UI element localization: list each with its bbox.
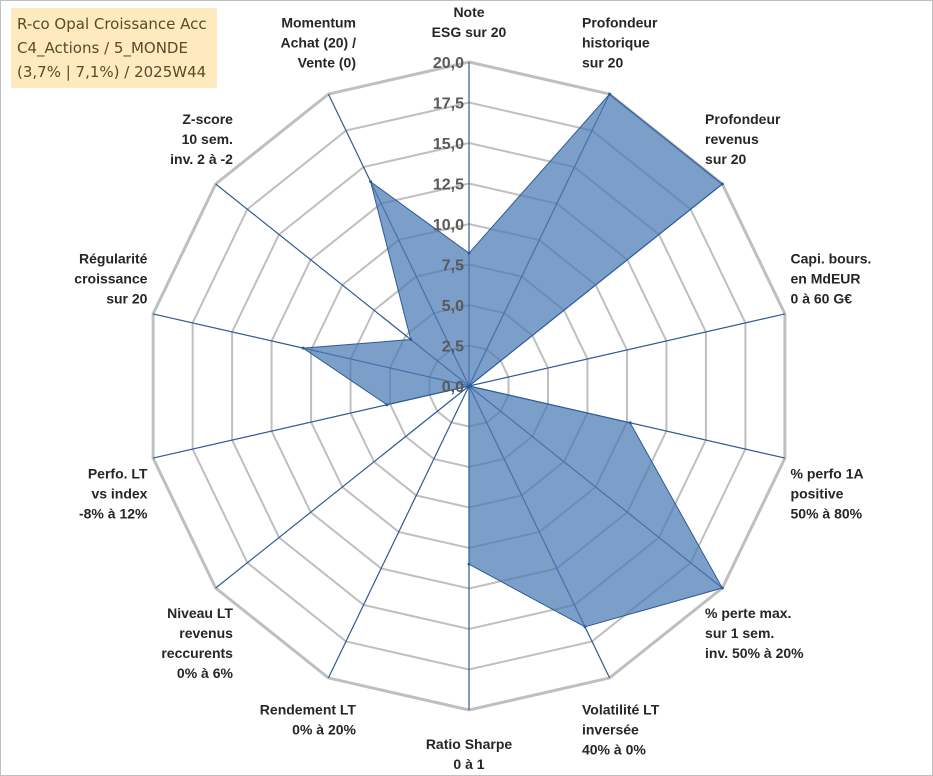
tick-label-8: 20,0 — [433, 55, 464, 72]
data-point-9 — [467, 384, 471, 388]
axis-label-8: Rendement LT 0% à 20% — [260, 702, 357, 738]
axis-label-7-line-0: Ratio Sharpe — [426, 736, 513, 752]
axis-label-6: Volatilité LT inversée 40% à 0% — [582, 702, 660, 758]
data-point-5 — [720, 586, 724, 590]
data-point-6 — [583, 625, 587, 629]
data-point-0 — [467, 251, 471, 255]
axis-label-9-line-0: Niveau LT — [167, 605, 233, 621]
axis-label-0-line-1: ESG sur 20 — [432, 24, 507, 40]
axis-spoke-9 — [215, 385, 470, 589]
axis-label-1-line-0: Profondeur — [582, 14, 658, 30]
axis-label-1-line-1: historique — [582, 34, 650, 50]
axis-label-6-line-2: 40% à 0% — [582, 742, 646, 758]
axis-label-1: Profondeur historique sur 20 — [582, 14, 658, 70]
data-point-7 — [467, 562, 471, 566]
axis-label-8-line-1: 0% à 20% — [292, 722, 356, 738]
axis-label-4-line-2: 50% à 80% — [791, 505, 863, 521]
axis-label-3-line-2: 0 à 60 G€ — [791, 291, 853, 307]
axis-label-6-line-1: inversée — [582, 722, 639, 738]
axis-label-2-line-2: sur 20 — [705, 151, 746, 167]
axis-label-11: Régularité croissance sur 20 — [74, 251, 147, 307]
axis-label-8-line-0: Rendement LT — [260, 702, 357, 718]
tick-label-6: 15,0 — [433, 136, 464, 153]
axis-label-10-line-1: vs index — [91, 485, 147, 501]
title-line-1: R-co Opal Croissance Acc — [17, 15, 207, 33]
tick-label-1: 2,5 — [442, 339, 464, 356]
axis-label-11-line-2: sur 20 — [106, 291, 147, 307]
axis-label-12-line-1: 10 sem. — [182, 131, 233, 147]
series-area — [301, 93, 724, 628]
chart-title-box: R-co Opal Croissance Acc C4_Actions / 5_… — [11, 8, 217, 88]
axis-label-2: Profondeur revenus sur 20 — [705, 111, 781, 167]
axis-label-10-line-0: Perfo. LT — [88, 465, 148, 481]
axis-label-2-line-0: Profondeur — [705, 111, 781, 127]
axis-label-3: Capi. bours. en MdEUR 0 à 60 G€ — [791, 251, 872, 307]
tick-label-4: 10,0 — [433, 217, 464, 234]
axis-label-1-line-2: sur 20 — [582, 54, 623, 70]
axis-label-5-line-1: sur 1 sem. — [705, 625, 774, 641]
axis-label-7-line-1: 0 à 1 — [453, 756, 484, 772]
data-point-2 — [720, 182, 724, 186]
axis-label-5-line-2: inv. 50% à 20% — [705, 645, 804, 661]
axis-label-12: Z-score 10 sem. inv. 2 à -2 — [170, 111, 233, 167]
axis-label-3-line-0: Capi. bours. — [791, 251, 872, 267]
axis-label-9-line-2: reccurents — [161, 645, 233, 661]
data-point-11 — [301, 346, 305, 350]
axis-label-4: % perfo 1A positive 50% à 80% — [791, 465, 864, 521]
axis-label-7: Ratio Sharpe 0 à 1 — [426, 736, 513, 772]
axis-label-13-line-0: Momentum — [281, 14, 356, 30]
axis-label-5: % perte max. sur 1 sem. inv. 50% à 20% — [705, 605, 804, 661]
data-point-4 — [628, 421, 632, 425]
title-line-3: (3,7% | 7,1%) / 2025W44 — [17, 63, 207, 81]
axis-label-4-line-1: positive — [791, 485, 844, 501]
axis-label-9-line-1: revenus — [179, 625, 233, 641]
axis-label-12-line-0: Z-score — [182, 111, 233, 127]
data-point-13 — [369, 180, 373, 184]
axis-label-13-line-1: Achat (20) / — [281, 34, 357, 50]
axis-label-10: Perfo. LT vs index -8% à 12% — [79, 465, 148, 521]
axis-label-2-line-1: revenus — [705, 131, 759, 147]
axis-spoke-8 — [327, 385, 470, 679]
axis-label-13: Momentum Achat (20) / Vente (0) — [281, 14, 357, 70]
axis-label-5-line-0: % perte max. — [705, 605, 791, 621]
title-line-2: C4_Actions / 5_MONDE — [17, 39, 188, 57]
axis-label-11-line-1: croissance — [74, 271, 147, 287]
tick-label-7: 17,5 — [433, 96, 464, 113]
axis-spoke-3 — [468, 313, 786, 387]
axis-label-10-line-2: -8% à 12% — [79, 505, 148, 521]
tick-label-3: 7,5 — [442, 258, 464, 275]
axis-label-6-line-0: Volatilité LT — [582, 702, 660, 718]
axis-label-13-line-2: Vente (0) — [298, 54, 356, 70]
data-point-12 — [409, 338, 413, 342]
data-point-1 — [608, 92, 612, 96]
tick-label-2: 5,0 — [442, 298, 464, 315]
tick-label-5: 12,5 — [433, 177, 464, 194]
axis-label-9-line-3: 0% à 6% — [177, 665, 234, 681]
tick-label-0: 0,0 — [442, 379, 464, 396]
axis-label-11-line-0: Régularité — [79, 251, 148, 267]
axis-label-0-line-0: Note — [453, 4, 484, 20]
axis-label-12-line-2: inv. 2 à -2 — [170, 151, 233, 167]
data-point-10 — [385, 403, 389, 407]
axis-label-9: Niveau LT revenus reccurents 0% à 6% — [161, 605, 233, 681]
axis-label-4-line-0: % perfo 1A — [791, 465, 864, 481]
axis-label-0: Note ESG sur 20 — [432, 4, 507, 40]
axis-label-3-line-1: en MdEUR — [791, 271, 861, 287]
